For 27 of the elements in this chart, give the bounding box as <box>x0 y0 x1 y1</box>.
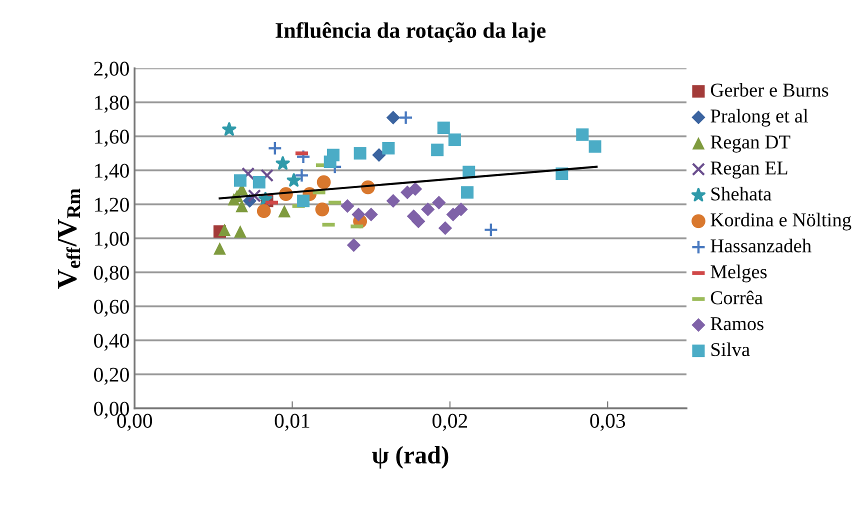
legend-label: Hassanzadeh <box>710 238 812 252</box>
legend-label: Melges <box>710 264 767 282</box>
legend-label: Silva <box>711 342 750 356</box>
x-tick-label: 0,02 <box>432 414 468 431</box>
legend-label: Gerber e Burns <box>710 83 828 97</box>
legend-label: Shehata <box>711 186 772 201</box>
x-axis-title: ψ (rad) <box>372 446 448 469</box>
y-axis-title: V$_{eff}$/V$_{Rm}$ <box>58 188 80 289</box>
y-tick-label: 2,00 <box>94 62 129 79</box>
legend-label: Kordina e Nölting <box>710 212 852 230</box>
y-tick-label: 0,60 <box>94 300 129 317</box>
legend-label: Corrêa <box>710 290 763 304</box>
legend-label: Regan DT <box>710 136 790 153</box>
legend-label: Ramos <box>710 317 764 330</box>
chart-title: Influência da rotação da laje <box>276 22 546 42</box>
y-tick-label: 1,00 <box>95 232 129 249</box>
x-tick-label: 0,03 <box>590 414 626 431</box>
y-tick-label: 1,20 <box>95 198 129 215</box>
legend-label: Regan EL <box>710 162 788 179</box>
y-tick-label: 1,80 <box>95 96 129 113</box>
y-tick-label: 1,40 <box>95 164 129 181</box>
y-tick-label: 0,40 <box>94 334 129 351</box>
y-tick-label: 0,20 <box>94 368 129 385</box>
legend-label: Pralong et al <box>710 108 808 127</box>
y-tick-label: 0,80 <box>94 266 129 283</box>
y-tick-label: 1,60 <box>95 130 129 147</box>
x-tick-label: 0,01 <box>274 414 310 431</box>
